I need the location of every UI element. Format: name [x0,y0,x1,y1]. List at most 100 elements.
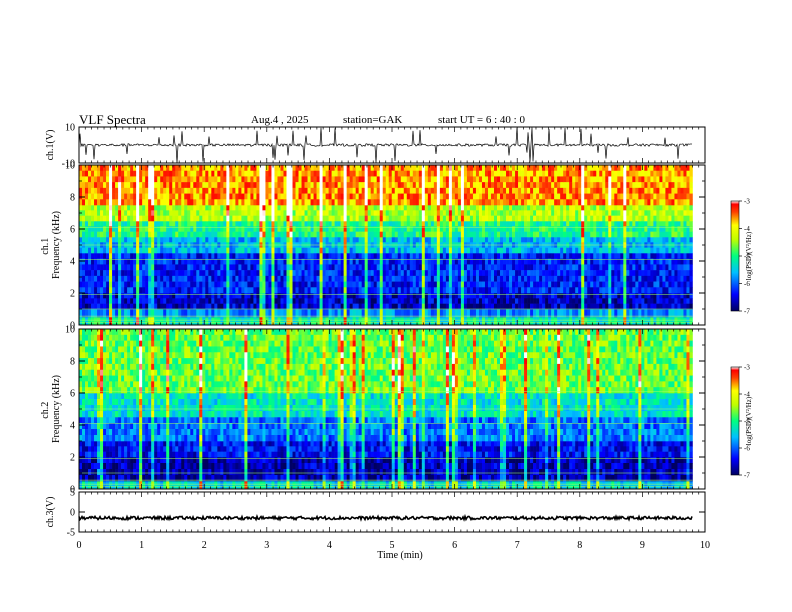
spectrogram-cell [184,287,188,294]
spectrogram-cell [211,215,215,222]
spectrogram-cell [265,281,269,288]
spectrogram-cell [148,199,152,206]
spectrogram-cell [145,237,149,243]
spectrogram-cell [454,293,459,299]
spectrogram-cell [226,309,230,318]
spectrogram-cell [316,309,320,318]
spectrogram-cell [539,193,543,200]
spectrogram-cell [148,247,152,254]
spectrogram-cell [442,258,447,265]
spectrogram-cell [103,182,107,189]
spectrogram-cell [310,193,314,200]
spectrogram-cell [331,309,335,318]
spectrogram-cell [358,187,362,194]
spectrogram-cell [178,226,182,232]
spectrogram-cell [313,258,317,265]
spectrogram-cell [316,258,320,265]
spectrogram-cell [481,298,486,304]
spectrogram-cell [181,275,185,282]
spectrogram-cell [292,199,296,206]
spectrogram-cell [560,221,564,227]
spectrogram-cell [310,221,314,227]
spectrogram-cell [298,317,302,326]
spectrogram-cell [88,309,92,318]
spectrogram-cell [262,275,266,282]
spectrogram-cell [463,182,468,189]
spectrogram-cell [367,237,372,243]
spectrogram-cell [457,258,462,265]
spectrogram-cell [172,210,176,216]
spectrogram-cell [439,275,444,282]
spectrogram-cell [259,303,263,310]
spectrogram-cell [403,237,408,243]
spectrogram-cell [145,231,149,238]
spectrogram-cell [436,303,441,310]
spectrogram-cell [584,221,588,227]
spectrogram-cell [527,298,531,304]
spectrogram-cell [208,287,212,294]
spectrogram-cell [581,264,585,271]
spectrogram-cell [316,205,320,211]
spectrogram-cell [403,210,408,216]
spectrogram-cell [527,287,531,294]
spectrogram-cell [355,264,359,271]
spectrogram-cell [85,193,89,200]
spectrogram-cell [460,270,465,277]
spectrogram-cell [199,226,203,232]
spectrogram-cell [427,176,432,183]
spectrogram-cell [100,293,104,299]
spectrogram-cell [292,253,296,260]
spectrogram-cell [361,210,365,216]
spectrogram-cell [454,298,459,304]
spectrogram-cell [424,170,429,177]
spectrogram-cell [199,187,203,194]
spectrogram-cell [385,215,390,222]
spectrogram-cell [100,199,104,206]
spectrogram-cell [202,210,206,216]
spectrogram-cell [268,303,272,310]
spectrogram-cell [364,287,368,294]
spectrogram-cell [554,247,558,254]
spectrogram-cell [157,187,161,194]
spectrogram-cell [187,281,191,288]
spectrogram-cell [487,215,492,222]
spectrogram-cell [304,258,308,265]
spectrogram-cell [421,264,426,271]
spectrogram-cell [181,253,185,260]
spectrogram-cell [217,215,221,222]
spectrogram-cell [475,199,480,206]
spectrogram-cell [490,176,495,183]
spectrogram-cell [503,287,507,294]
spectrogram-cell [280,231,284,238]
spectrogram-cell [334,303,338,310]
spectrogram-cell [94,170,98,177]
spectrogram-cell [322,287,326,294]
spectrogram-cell [412,210,417,216]
spectrogram-cell [572,270,576,277]
spectrogram-cell [512,165,516,172]
spectrogram-cell [202,293,206,299]
spectrogram-cell [539,231,543,238]
spectrogram-cell [268,270,272,277]
spectrogram-cell [503,165,507,172]
spectrogram-cell [319,199,323,206]
spectrogram-cell [184,215,188,222]
spectrogram-cell [127,182,131,189]
spectrogram-cell [136,253,140,260]
spectrogram-cell [256,293,260,299]
spectrogram-cell [316,231,320,238]
spectrogram-cell [85,187,89,194]
spectrogram-cell [208,176,212,183]
spectrogram-cell [160,226,164,232]
spectrogram-cell [214,205,218,211]
spectrogram-cell [259,176,263,183]
spectrogram-cell [494,247,498,254]
spectrogram-cell [79,165,83,172]
spectrogram-cell [100,247,104,254]
spectrogram-cell [283,176,287,183]
spectrogram-cell [247,258,251,265]
spectrogram-cell [181,298,185,304]
spectrogram-cell [533,253,537,260]
spectrogram-cell [442,205,447,211]
spectrogram-cell [235,221,239,227]
